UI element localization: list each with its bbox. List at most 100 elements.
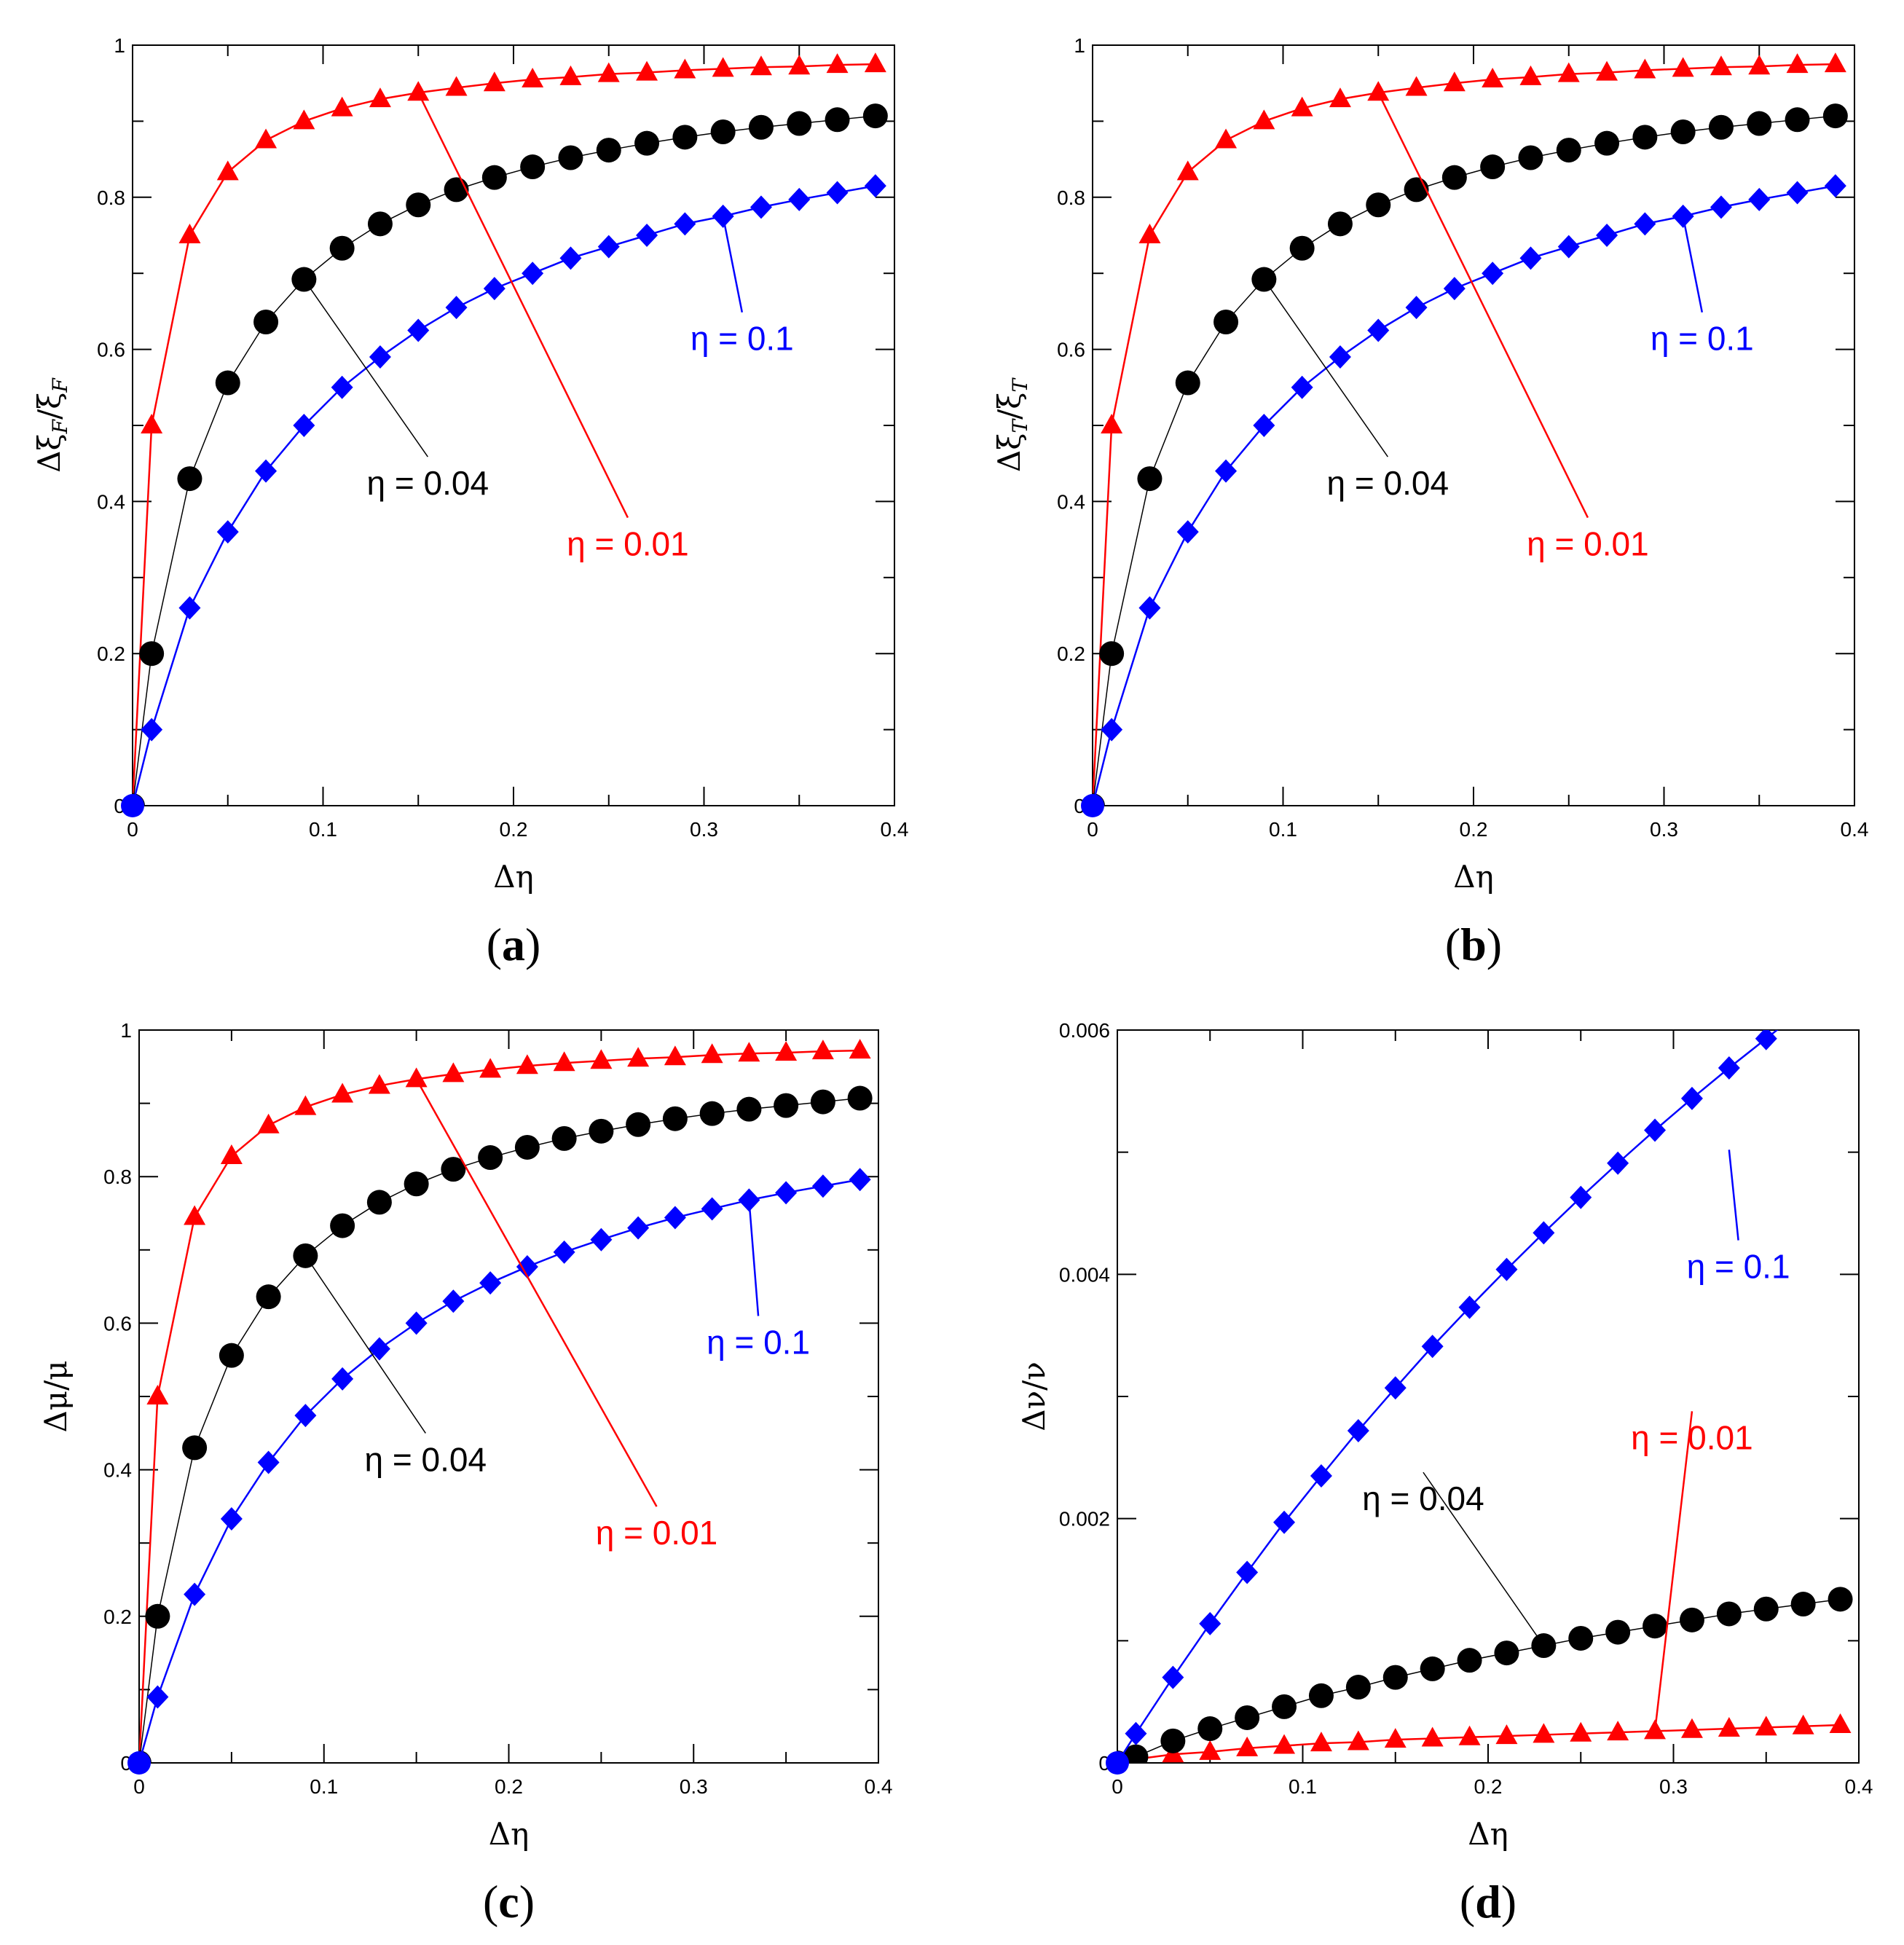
data-point-circle (215, 370, 240, 396)
panel-label: (a) (487, 919, 541, 970)
x-tick-label: 0.4 (1841, 818, 1869, 841)
data-point-diamond (255, 459, 278, 483)
data-point-triangle (1310, 1732, 1332, 1752)
series-0 (139, 1039, 871, 1763)
data-point-triangle (368, 1074, 390, 1094)
data-point-circle (1785, 107, 1810, 133)
y-tick-label: 0.002 (1059, 1508, 1110, 1531)
series-line (1117, 1030, 1779, 1763)
data-point-diamond (1482, 262, 1504, 286)
data-point-diamond (1644, 1118, 1667, 1142)
data-point-circle (481, 165, 507, 190)
data-point-triangle (1138, 224, 1161, 243)
data-point-circle (330, 1213, 355, 1238)
x-axis-label: Δη (493, 859, 534, 895)
data-point-diamond (788, 187, 811, 211)
y-axis-label-part: Δν/ν (1016, 1362, 1052, 1431)
y-axis-label-part: Δξ (991, 433, 1027, 472)
data-point-circle (589, 1118, 614, 1144)
data-point-triangle (1829, 1713, 1852, 1734)
annotation-label: η = 0.04 (367, 464, 489, 502)
data-point-diamond (1176, 520, 1199, 544)
data-point-circle (551, 1125, 577, 1151)
panel-label: (d) (1460, 1876, 1516, 1928)
data-point-diamond (442, 1289, 465, 1313)
data-point-circle (520, 154, 546, 180)
data-point-circle (634, 130, 660, 156)
x-tick-label: 0 (127, 818, 138, 841)
y-axis-label: Δν/ν (1016, 1362, 1052, 1431)
y-tick-label: 0.2 (103, 1606, 132, 1628)
annotation-label: η = 0.01 (1527, 525, 1649, 563)
annotation-label: η = 0.04 (1327, 464, 1449, 502)
data-point-diamond (331, 375, 353, 399)
data-point-circle (1790, 1592, 1816, 1617)
data-point-diamond (1718, 1056, 1740, 1080)
data-point-triangle (407, 81, 430, 101)
x-tick-label: 0.3 (690, 818, 718, 841)
x-tick-label: 0.4 (881, 818, 909, 841)
data-point-circle (139, 641, 165, 667)
series-line (1093, 184, 1836, 806)
data-point-triangle (1607, 1721, 1629, 1741)
y-axis-label-part: Δμ/μ (38, 1360, 74, 1432)
y-tick-label: 0.004 (1059, 1263, 1110, 1286)
data-point-diamond (811, 1174, 834, 1198)
data-point-triangle (597, 62, 620, 82)
data-point-circle (404, 1171, 429, 1197)
data-point-triangle (178, 224, 201, 243)
data-point-triangle (1533, 1723, 1555, 1743)
data-point-triangle (141, 414, 163, 433)
data-point-triangle (1458, 1725, 1481, 1745)
data-point-circle (1289, 235, 1315, 261)
annotation-label: η = 0.01 (596, 1514, 718, 1552)
annotation-leader (1423, 1471, 1544, 1646)
data-point-circle (672, 125, 698, 150)
data-point-circle (329, 235, 355, 261)
data-point-diamond (146, 1685, 169, 1709)
origin-point (127, 1751, 151, 1775)
data-point-diamond (864, 174, 886, 198)
data-point-circle (1308, 1683, 1334, 1708)
data-point-diamond (220, 1507, 243, 1531)
annotation-label: η = 0.04 (1362, 1480, 1484, 1517)
annotation-leader (415, 1078, 658, 1507)
data-point-circle (1123, 1744, 1149, 1763)
data-point-circle (1197, 1716, 1223, 1742)
y-tick-label: 1 (120, 1019, 132, 1042)
data-point-diamond (1199, 1611, 1222, 1635)
data-point-circle (862, 103, 888, 129)
annotation-leader (303, 279, 428, 457)
data-point-diamond (522, 262, 544, 286)
data-point-triangle (522, 67, 544, 87)
data-point-circle (1670, 119, 1696, 145)
data-point-circle (558, 145, 583, 170)
y-axis-label-part: /ξ (991, 393, 1027, 420)
data-point-circle (1708, 114, 1734, 140)
data-point-diamond (1291, 375, 1313, 399)
data-point-circle (1382, 1665, 1408, 1690)
data-point-triangle (331, 96, 353, 117)
data-point-circle (406, 192, 431, 218)
data-point-triangle (750, 55, 772, 76)
panel-label-part: c (498, 1876, 519, 1928)
data-point-circle (1828, 1587, 1853, 1612)
data-point-circle (1679, 1607, 1704, 1632)
annotation-label: η = 0.1 (691, 320, 794, 358)
data-point-triangle (1718, 1717, 1740, 1737)
data-point-triangle (1443, 71, 1466, 92)
data-point-diamond (559, 246, 582, 270)
annotation-leader (1263, 279, 1388, 457)
y-axis-label: ΔξF/ξF (31, 377, 72, 473)
y-axis-label-subscript: F (48, 418, 72, 434)
series-1 (139, 1085, 873, 1763)
y-tick-label: 0.6 (103, 1312, 132, 1335)
data-point-triangle (516, 1054, 538, 1074)
data-point-diamond (590, 1227, 613, 1252)
data-point-triangle (1176, 160, 1199, 181)
data-point-diamond (1138, 596, 1161, 620)
data-point-triangle (864, 52, 886, 73)
y-tick-label: 0.4 (1057, 490, 1085, 513)
